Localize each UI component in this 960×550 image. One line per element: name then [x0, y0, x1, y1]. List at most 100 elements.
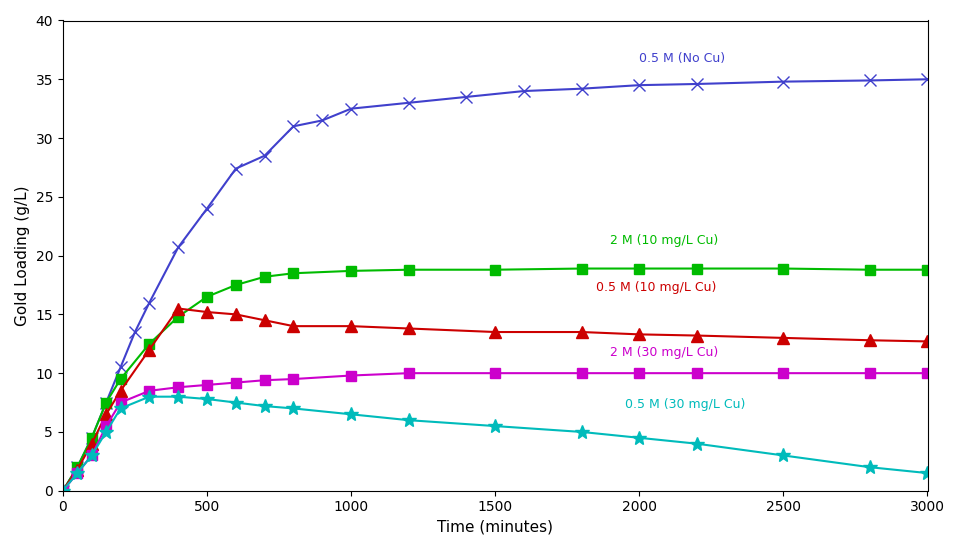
0.5 M (30 mg/L Cu) — [58, 487, 69, 494]
0.5 M (30 mg/L Cu) — [230, 399, 242, 406]
2 M (10 mg/L Cu) — [922, 266, 933, 273]
0.5 M (10 mg/L Cu) — [634, 331, 645, 338]
2 M (10 mg/L Cu) — [86, 434, 98, 441]
2 M (10 mg/L Cu) — [403, 266, 415, 273]
0.5 M (No Cu) — [288, 123, 300, 130]
Line: 0.5 M (30 mg/L Cu): 0.5 M (30 mg/L Cu) — [56, 390, 934, 498]
2 M (30 mg/L Cu) — [173, 384, 184, 390]
2 M (10 mg/L Cu) — [202, 294, 213, 300]
0.5 M (No Cu) — [101, 399, 112, 406]
0.5 M (No Cu) — [259, 152, 271, 159]
0.5 M (10 mg/L Cu) — [864, 337, 876, 344]
X-axis label: Time (minutes): Time (minutes) — [437, 520, 553, 535]
2 M (10 mg/L Cu) — [173, 314, 184, 320]
2 M (10 mg/L Cu) — [58, 487, 69, 494]
0.5 M (10 mg/L Cu) — [576, 329, 588, 336]
0.5 M (30 mg/L Cu) — [634, 434, 645, 441]
0.5 M (No Cu) — [230, 166, 242, 172]
0.5 M (30 mg/L Cu) — [490, 423, 501, 430]
0.5 M (30 mg/L Cu) — [202, 396, 213, 403]
0.5 M (No Cu) — [922, 76, 933, 82]
0.5 M (10 mg/L Cu) — [230, 311, 242, 318]
Text: 0.5 M (10 mg/L Cu): 0.5 M (10 mg/L Cu) — [596, 281, 716, 294]
0.5 M (30 mg/L Cu) — [288, 405, 300, 412]
0.5 M (No Cu) — [518, 88, 530, 95]
2 M (10 mg/L Cu) — [259, 273, 271, 280]
2 M (10 mg/L Cu) — [101, 399, 112, 406]
0.5 M (30 mg/L Cu) — [691, 441, 703, 447]
0.5 M (No Cu) — [144, 299, 156, 306]
0.5 M (No Cu) — [86, 434, 98, 441]
2 M (10 mg/L Cu) — [288, 270, 300, 277]
2 M (30 mg/L Cu) — [259, 377, 271, 383]
Text: 0.5 M (30 mg/L Cu): 0.5 M (30 mg/L Cu) — [625, 398, 745, 411]
0.5 M (10 mg/L Cu) — [259, 317, 271, 323]
2 M (30 mg/L Cu) — [778, 370, 789, 376]
2 M (30 mg/L Cu) — [634, 370, 645, 376]
2 M (30 mg/L Cu) — [864, 370, 876, 376]
Line: 2 M (30 mg/L Cu): 2 M (30 mg/L Cu) — [58, 368, 932, 496]
0.5 M (No Cu) — [461, 94, 472, 100]
Text: 2 M (10 mg/L Cu): 2 M (10 mg/L Cu) — [611, 234, 719, 247]
0.5 M (10 mg/L Cu) — [403, 325, 415, 332]
0.5 M (No Cu) — [317, 117, 328, 124]
0.5 M (30 mg/L Cu) — [72, 470, 84, 476]
0.5 M (10 mg/L Cu) — [115, 388, 127, 394]
0.5 M (30 mg/L Cu) — [576, 428, 588, 435]
0.5 M (10 mg/L Cu) — [58, 487, 69, 494]
2 M (10 mg/L Cu) — [864, 266, 876, 273]
0.5 M (No Cu) — [634, 82, 645, 89]
0.5 M (10 mg/L Cu) — [202, 309, 213, 315]
0.5 M (30 mg/L Cu) — [778, 452, 789, 459]
0.5 M (No Cu) — [864, 77, 876, 84]
0.5 M (10 mg/L Cu) — [144, 346, 156, 353]
2 M (30 mg/L Cu) — [101, 423, 112, 430]
2 M (30 mg/L Cu) — [202, 382, 213, 388]
Line: 0.5 M (10 mg/L Cu): 0.5 M (10 mg/L Cu) — [58, 303, 933, 496]
2 M (10 mg/L Cu) — [634, 265, 645, 272]
0.5 M (No Cu) — [58, 487, 69, 494]
2 M (30 mg/L Cu) — [576, 370, 588, 376]
2 M (10 mg/L Cu) — [778, 265, 789, 272]
Text: 0.5 M (No Cu): 0.5 M (No Cu) — [639, 52, 726, 65]
2 M (30 mg/L Cu) — [72, 470, 84, 476]
2 M (10 mg/L Cu) — [691, 265, 703, 272]
0.5 M (No Cu) — [130, 329, 141, 336]
Line: 0.5 M (No Cu): 0.5 M (No Cu) — [58, 74, 933, 496]
2 M (30 mg/L Cu) — [58, 487, 69, 494]
Line: 2 M (10 mg/L Cu): 2 M (10 mg/L Cu) — [58, 263, 932, 496]
0.5 M (10 mg/L Cu) — [490, 329, 501, 336]
Text: 2 M (30 mg/L Cu): 2 M (30 mg/L Cu) — [611, 345, 719, 359]
2 M (30 mg/L Cu) — [691, 370, 703, 376]
0.5 M (No Cu) — [778, 78, 789, 85]
0.5 M (10 mg/L Cu) — [691, 332, 703, 339]
2 M (30 mg/L Cu) — [403, 370, 415, 376]
0.5 M (10 mg/L Cu) — [922, 338, 933, 345]
2 M (30 mg/L Cu) — [86, 452, 98, 459]
2 M (10 mg/L Cu) — [346, 268, 357, 274]
2 M (10 mg/L Cu) — [230, 282, 242, 288]
0.5 M (30 mg/L Cu) — [259, 403, 271, 409]
0.5 M (10 mg/L Cu) — [288, 323, 300, 329]
0.5 M (No Cu) — [691, 81, 703, 87]
2 M (30 mg/L Cu) — [922, 370, 933, 376]
0.5 M (No Cu) — [576, 85, 588, 92]
0.5 M (No Cu) — [202, 205, 213, 212]
0.5 M (10 mg/L Cu) — [72, 466, 84, 473]
0.5 M (10 mg/L Cu) — [778, 334, 789, 341]
2 M (30 mg/L Cu) — [115, 399, 127, 406]
2 M (10 mg/L Cu) — [144, 340, 156, 347]
2 M (10 mg/L Cu) — [72, 464, 84, 470]
0.5 M (No Cu) — [346, 106, 357, 112]
0.5 M (10 mg/L Cu) — [86, 441, 98, 447]
2 M (10 mg/L Cu) — [490, 266, 501, 273]
2 M (10 mg/L Cu) — [576, 265, 588, 272]
0.5 M (30 mg/L Cu) — [86, 452, 98, 459]
0.5 M (No Cu) — [403, 100, 415, 106]
0.5 M (10 mg/L Cu) — [346, 323, 357, 329]
0.5 M (30 mg/L Cu) — [173, 393, 184, 400]
0.5 M (No Cu) — [115, 364, 127, 371]
0.5 M (No Cu) — [72, 464, 84, 470]
0.5 M (No Cu) — [173, 244, 184, 251]
2 M (30 mg/L Cu) — [288, 376, 300, 382]
